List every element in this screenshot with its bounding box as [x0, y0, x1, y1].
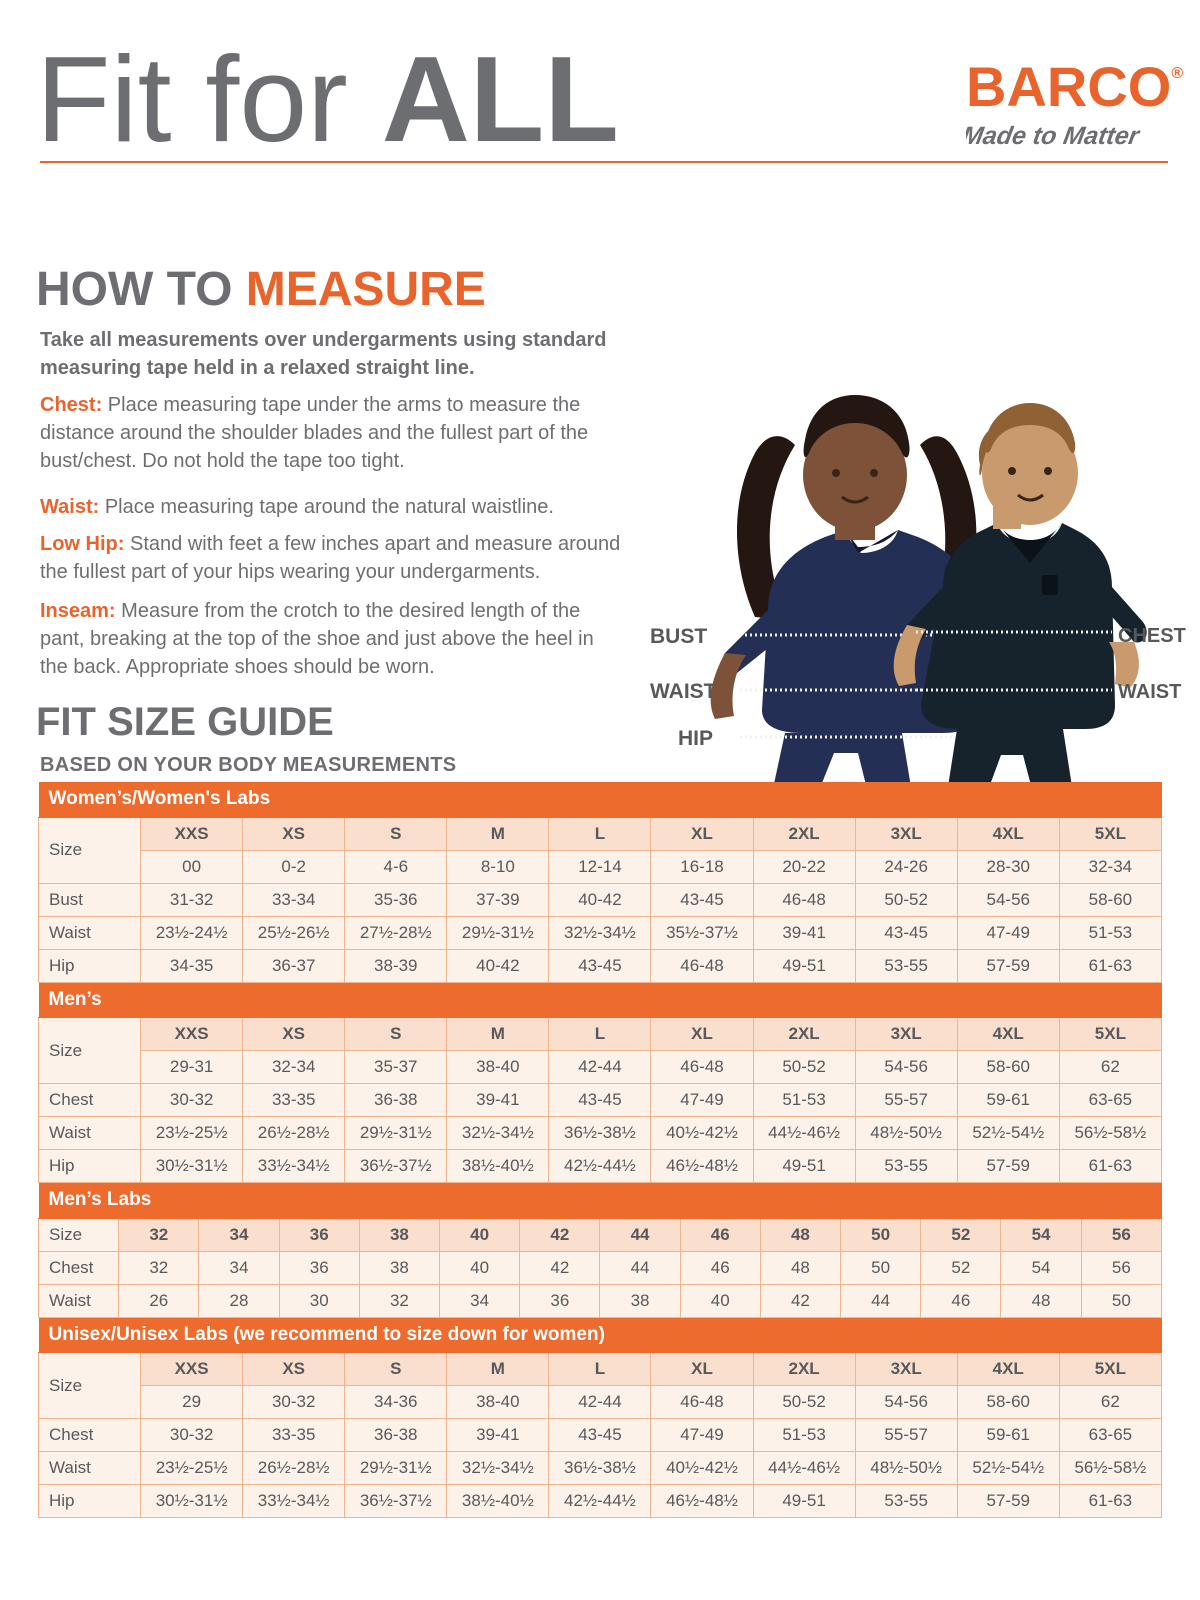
svg-text:Made to Matter: Made to Matter [966, 122, 1142, 150]
